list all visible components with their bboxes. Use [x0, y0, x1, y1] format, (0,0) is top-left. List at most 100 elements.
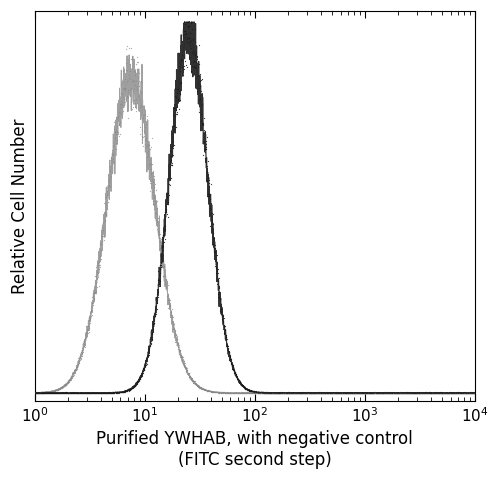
Point	[282, 389, 290, 396]
Point	[442, 389, 450, 396]
Point	[225, 389, 233, 396]
Point	[286, 389, 294, 396]
Point	[254, 389, 262, 396]
Point	[202, 386, 210, 394]
Point	[34, 389, 42, 396]
Point	[359, 389, 367, 396]
Point	[148, 337, 156, 345]
Point	[452, 389, 460, 396]
Point	[89, 389, 97, 397]
Point	[137, 77, 145, 85]
Point	[471, 389, 479, 396]
Point	[88, 389, 96, 396]
Point	[58, 389, 66, 396]
Point	[279, 389, 287, 396]
Point	[319, 389, 327, 396]
Point	[268, 389, 276, 396]
Point	[104, 389, 112, 396]
Point	[190, 377, 198, 384]
Point	[70, 389, 78, 396]
Point	[301, 389, 309, 396]
Point	[64, 389, 72, 396]
Point	[425, 389, 433, 397]
Point	[430, 389, 438, 396]
Point	[199, 119, 207, 127]
Point	[416, 389, 424, 397]
Point	[46, 389, 54, 396]
Point	[446, 389, 454, 396]
Point	[452, 389, 460, 396]
Point	[260, 388, 268, 396]
Point	[253, 388, 261, 396]
Point	[364, 389, 372, 396]
Point	[213, 251, 221, 258]
Point	[356, 389, 364, 396]
Point	[437, 389, 445, 396]
Point	[311, 389, 319, 396]
Point	[390, 389, 398, 396]
Point	[425, 389, 433, 397]
Point	[380, 389, 388, 397]
Point	[436, 389, 444, 396]
Point	[348, 389, 356, 396]
Point	[174, 62, 182, 70]
Point	[262, 389, 270, 397]
Point	[330, 389, 338, 396]
Point	[400, 389, 408, 396]
Point	[306, 389, 314, 397]
Point	[168, 318, 176, 325]
Point	[324, 389, 332, 396]
Point	[302, 389, 310, 396]
Point	[162, 279, 170, 287]
Point	[308, 389, 316, 396]
Point	[37, 389, 45, 396]
Point	[348, 389, 356, 396]
Point	[406, 389, 413, 397]
Point	[72, 389, 80, 397]
Point	[218, 310, 226, 318]
Point	[460, 388, 468, 396]
Point	[251, 389, 259, 396]
Point	[184, 22, 192, 30]
Point	[62, 381, 70, 388]
Point	[204, 387, 212, 395]
Point	[414, 389, 422, 396]
Point	[297, 389, 305, 396]
Point	[320, 389, 328, 397]
Point	[246, 389, 254, 396]
Point	[144, 141, 152, 149]
Point	[346, 388, 354, 396]
Point	[83, 330, 91, 337]
Point	[453, 389, 461, 396]
Point	[374, 389, 382, 396]
Point	[294, 389, 302, 396]
Point	[210, 229, 218, 237]
Point	[36, 389, 44, 396]
Point	[385, 389, 393, 397]
Point	[252, 388, 260, 396]
Point	[176, 79, 184, 86]
Point	[278, 389, 285, 396]
Point	[70, 389, 78, 396]
Point	[302, 389, 310, 396]
Point	[152, 294, 160, 302]
Point	[112, 389, 120, 396]
Point	[290, 389, 298, 396]
Point	[290, 389, 298, 396]
Point	[121, 98, 129, 106]
Point	[90, 389, 98, 397]
Point	[105, 176, 113, 184]
Point	[250, 388, 258, 396]
Point	[458, 389, 466, 397]
Point	[324, 389, 332, 397]
Point	[376, 389, 384, 396]
Point	[276, 389, 284, 396]
Point	[193, 87, 201, 95]
Point	[466, 389, 474, 397]
Point	[394, 389, 402, 397]
Point	[404, 389, 412, 396]
Point	[102, 389, 110, 396]
Point	[390, 389, 398, 397]
Point	[454, 389, 462, 396]
Point	[100, 232, 108, 240]
